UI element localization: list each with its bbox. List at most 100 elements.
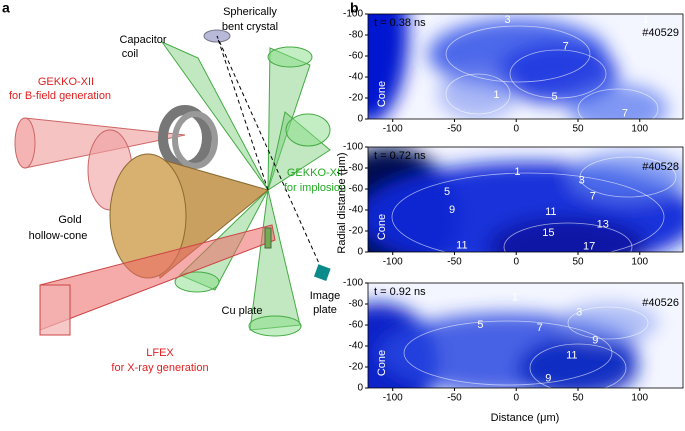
y-tick-label: -40 [349, 341, 364, 352]
laser-cone [285, 113, 331, 147]
intensity-blob [438, 69, 518, 119]
contour-label: 7 [537, 322, 543, 334]
x-ray-path [216, 35, 323, 271]
contour-label: 17 [583, 241, 595, 253]
x-tick-label: 0 [513, 124, 519, 135]
cone-label: Cone [376, 81, 388, 107]
contour-label: 9 [545, 372, 551, 384]
image-plate [313, 264, 331, 281]
x-tick-label: 0 [513, 257, 519, 268]
y-tick-label: 0 [357, 247, 363, 258]
label: hollow-cone [29, 230, 88, 242]
y-tick-label: -40 [349, 205, 364, 216]
x-axis-label: Distance (μm) [491, 412, 560, 424]
contour-line [445, 73, 511, 115]
contour-label: 3 [579, 175, 585, 187]
panel-letter: a [2, 0, 10, 16]
contour-line [567, 306, 649, 340]
contour-line [579, 156, 677, 198]
contour-label: 1 [512, 292, 518, 304]
intensity-blob [568, 84, 668, 119]
heatmap [368, 283, 683, 388]
x-tick-label: -100 [383, 257, 403, 268]
y-tick-label: -40 [349, 72, 364, 83]
label: LFEX [146, 347, 174, 359]
laser-cone [267, 46, 313, 68]
heatmap [368, 14, 683, 119]
label: Spherically [223, 6, 277, 18]
shot-number: #40528 [642, 161, 679, 173]
laser-cone [160, 40, 269, 191]
contour-label: 7 [622, 108, 628, 120]
contour-label: 1 [643, 14, 649, 26]
y-tick-label: -100 [343, 278, 363, 289]
contour-line [577, 88, 659, 119]
contour-line [445, 25, 591, 83]
cu-plate [264, 227, 272, 249]
x-tick-label: 100 [631, 393, 648, 404]
laser-cone [248, 315, 302, 337]
intensity-blob [558, 303, 658, 343]
label: Capacitor [119, 34, 166, 46]
x-tick-label: -50 [447, 257, 462, 268]
contour-label: 5 [477, 319, 483, 331]
contour-label: 3 [505, 14, 511, 26]
contour-label: 1 [493, 89, 499, 101]
label: plate [313, 304, 337, 316]
label: GEKKO-XII [287, 167, 343, 179]
label: Gold [58, 214, 81, 226]
label: for implosion [284, 182, 346, 194]
time-label: t = 0.38 ns [374, 17, 426, 29]
y-tick-label: 0 [357, 383, 363, 394]
contour-line [529, 343, 627, 388]
y-tick-label: -20 [349, 362, 364, 373]
y-tick-label: -60 [349, 51, 364, 62]
shot-number: #40529 [642, 27, 679, 39]
x-tick-label: 50 [572, 124, 584, 135]
laser-cone [174, 271, 220, 293]
y-tick-label: -20 [349, 226, 364, 237]
y-axis-label: Radial distance (μm) [336, 152, 348, 253]
contour-label: 11 [456, 240, 467, 252]
contour-label: 9 [592, 335, 598, 347]
x-tick-label: 50 [572, 393, 584, 404]
contour-label: 13 [597, 219, 609, 231]
contour-label: 1 [514, 166, 520, 178]
intensity-blob [568, 152, 683, 202]
cone-label: Cone [376, 214, 388, 240]
y-tick-label: -60 [349, 184, 364, 195]
intensity-blob [518, 338, 638, 388]
contour-line [403, 320, 613, 386]
label: Cu plate [222, 305, 263, 317]
cone-label: Cone [376, 350, 388, 376]
x-tick-label: 100 [631, 124, 648, 135]
x-tick-label: -50 [447, 124, 462, 135]
label: bent crystal [222, 21, 278, 33]
lfex-beam [39, 284, 71, 336]
panel-letter: b [350, 0, 359, 16]
contour-label: 9 [449, 204, 455, 216]
contour-label: 15 [542, 227, 554, 239]
y-tick-label: -60 [349, 320, 364, 331]
y-tick-label: -100 [343, 9, 363, 20]
contour-label: 7 [590, 190, 596, 202]
y-tick-label: -20 [349, 93, 364, 104]
label: for B-field generation [9, 90, 111, 102]
contour-label: 3 [576, 306, 582, 318]
contour-label: 5 [444, 186, 450, 198]
heatmap [368, 147, 683, 252]
label: for X-ray generation [111, 362, 208, 374]
contour-line [509, 49, 607, 99]
x-tick-label: 0 [513, 393, 519, 404]
coil [172, 111, 218, 169]
y-tick-label: 0 [357, 114, 363, 125]
contour-label: 7 [563, 40, 569, 52]
x-tick-label: -100 [383, 393, 403, 404]
blobs [368, 303, 658, 388]
x-tick-label: 50 [572, 257, 584, 268]
blobs [368, 147, 683, 252]
label: coil [122, 48, 139, 60]
x-tick-label: -50 [447, 393, 462, 404]
y-tick-label: -80 [349, 299, 364, 310]
